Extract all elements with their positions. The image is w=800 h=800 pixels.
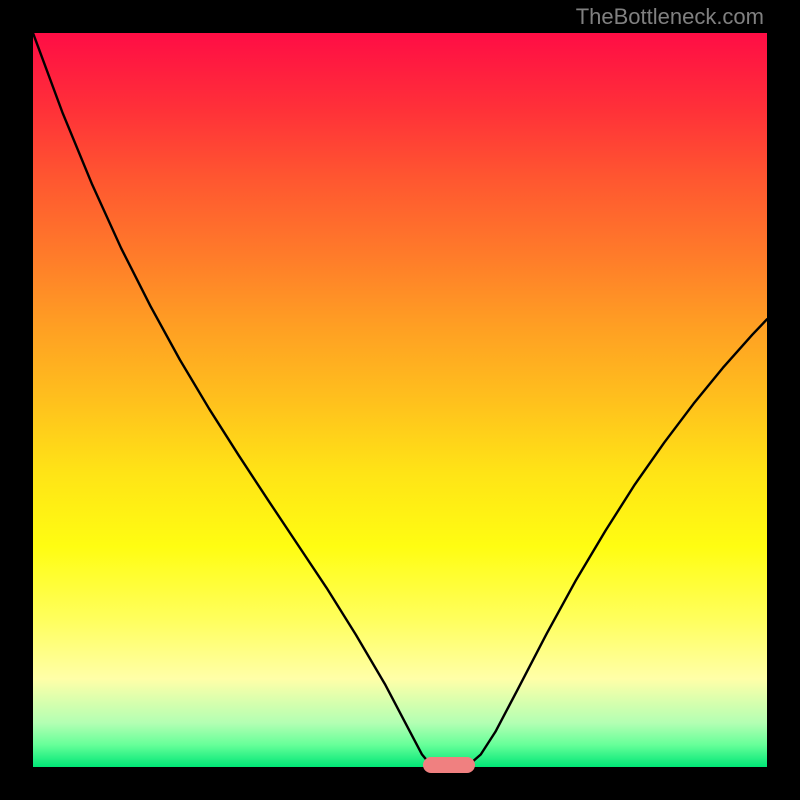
watermark-text: TheBottleneck.com <box>576 4 764 30</box>
bottleneck-curve <box>33 33 767 767</box>
plot-area <box>33 33 767 767</box>
optimum-marker <box>423 757 475 773</box>
chart-root: TheBottleneck.com <box>0 0 800 800</box>
